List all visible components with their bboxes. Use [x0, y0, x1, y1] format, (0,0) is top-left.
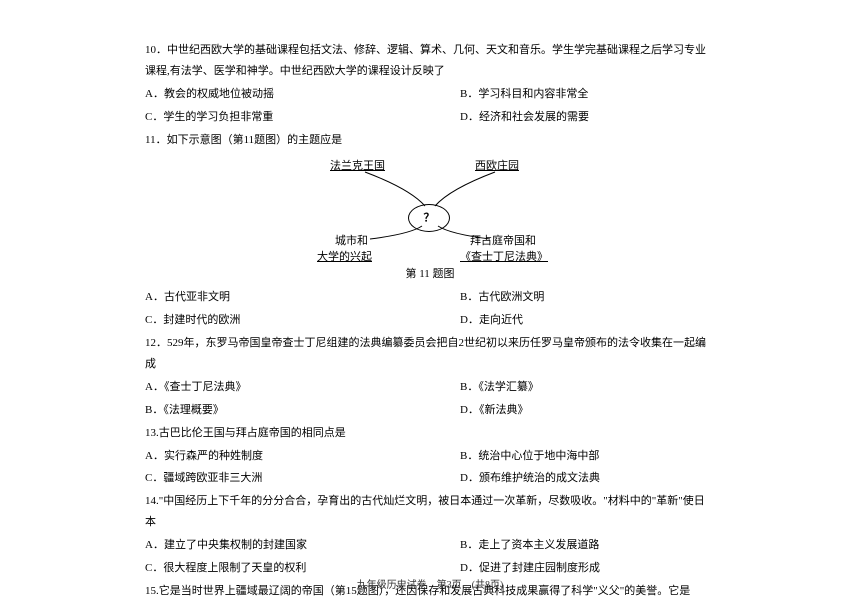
diagram-top-right: 西欧庄园 — [475, 156, 519, 177]
q13-opt-c: C．疆域跨欧亚非三大洲 — [145, 468, 400, 489]
q12-opt-a: A．《查士丁尼法典》 — [145, 377, 400, 398]
q13-opt-a: A．实行森严的种姓制度 — [145, 446, 400, 467]
q10-opts-row2: C．学生的学习负担非常重 D．经济和社会发展的需要 — [145, 107, 715, 128]
q13-opts-row2: C．疆域跨欧亚非三大洲 D．颁布维护统治的成文法典 — [145, 468, 715, 489]
q14-opts-row1: A．建立了中央集权制的封建国家 B．走上了资本主义发展道路 — [145, 535, 715, 556]
q11-opt-a: A．古代亚非文明 — [145, 287, 400, 308]
q11-opt-b: B．古代欧洲文明 — [400, 287, 715, 308]
page-footer: 九年级历史试卷 第3页 (共8页) — [0, 576, 860, 595]
diagram-bl-2: 大学的兴起 — [317, 247, 372, 268]
q10-stem: 10．中世纪西欧大学的基础课程包括文法、修辞、逻辑、算术、几何、天文和音乐。学生… — [145, 40, 715, 82]
q13-stem: 13.古巴比伦王国与拜占庭帝国的相同点是 — [145, 423, 715, 444]
q13-opt-b: B．统治中心位于地中海中部 — [400, 446, 715, 467]
q14-opt-b: B．走上了资本主义发展道路 — [400, 535, 715, 556]
q10-opt-b: B．学习科目和内容非常全 — [400, 84, 715, 105]
exam-page: 10．中世纪西欧大学的基础课程包括文法、修辞、逻辑、算术、几何、天文和音乐。学生… — [0, 0, 860, 609]
q13-opts-row1: A．实行森严的种姓制度 B．统治中心位于地中海中部 — [145, 446, 715, 467]
q12-opts-row1: A．《查士丁尼法典》 B．《法学汇纂》 — [145, 377, 715, 398]
q11-diagram: 法兰克王国 西欧庄园 ？ 城市和 大学的兴起 拜占庭帝国和 《查士丁尼法典》 — [280, 154, 580, 264]
q12-opt-d: D．《新法典》 — [400, 400, 715, 421]
q11-opts-row2: C．封建时代的欧洲 D．走向近代 — [145, 310, 715, 331]
q13-opt-d: D．颁布维护统治的成文法典 — [400, 468, 715, 489]
q10-opt-a: A．教会的权威地位被动摇 — [145, 84, 400, 105]
q14-stem: 14."中国经历上下千年的分分合合，孕育出的古代灿烂文明，被日本通过一次革新，尽… — [145, 491, 715, 533]
q12-opts-row2: B．《法理概要》 D．《新法典》 — [145, 400, 715, 421]
q12-stem: 12．529年，东罗马帝国皇帝查士丁尼组建的法典编纂委员会把自2世纪初以来历任罗… — [145, 333, 715, 375]
q11-opt-c: C．封建时代的欧洲 — [145, 310, 400, 331]
q11-opt-d: D．走向近代 — [400, 310, 715, 331]
q11-stem: 11．如下示意图（第11题图）的主题应是 — [145, 130, 715, 151]
q10-opts-row1: A．教会的权威地位被动摇 B．学习科目和内容非常全 — [145, 84, 715, 105]
q11-opts-row1: A．古代亚非文明 B．古代欧洲文明 — [145, 287, 715, 308]
q12-opt-b: B．《法学汇纂》 — [400, 377, 715, 398]
q10-opt-c: C．学生的学习负担非常重 — [145, 107, 400, 128]
q12-opt-b2: B．《法理概要》 — [145, 400, 400, 421]
q14-opt-a: A．建立了中央集权制的封建国家 — [145, 535, 400, 556]
diagram-top-left: 法兰克王国 — [330, 156, 385, 177]
q11-caption: 第 11 题图 — [145, 264, 715, 285]
diagram-br-2: 《查士丁尼法典》 — [460, 247, 548, 268]
q10-opt-d: D．经济和社会发展的需要 — [400, 107, 715, 128]
